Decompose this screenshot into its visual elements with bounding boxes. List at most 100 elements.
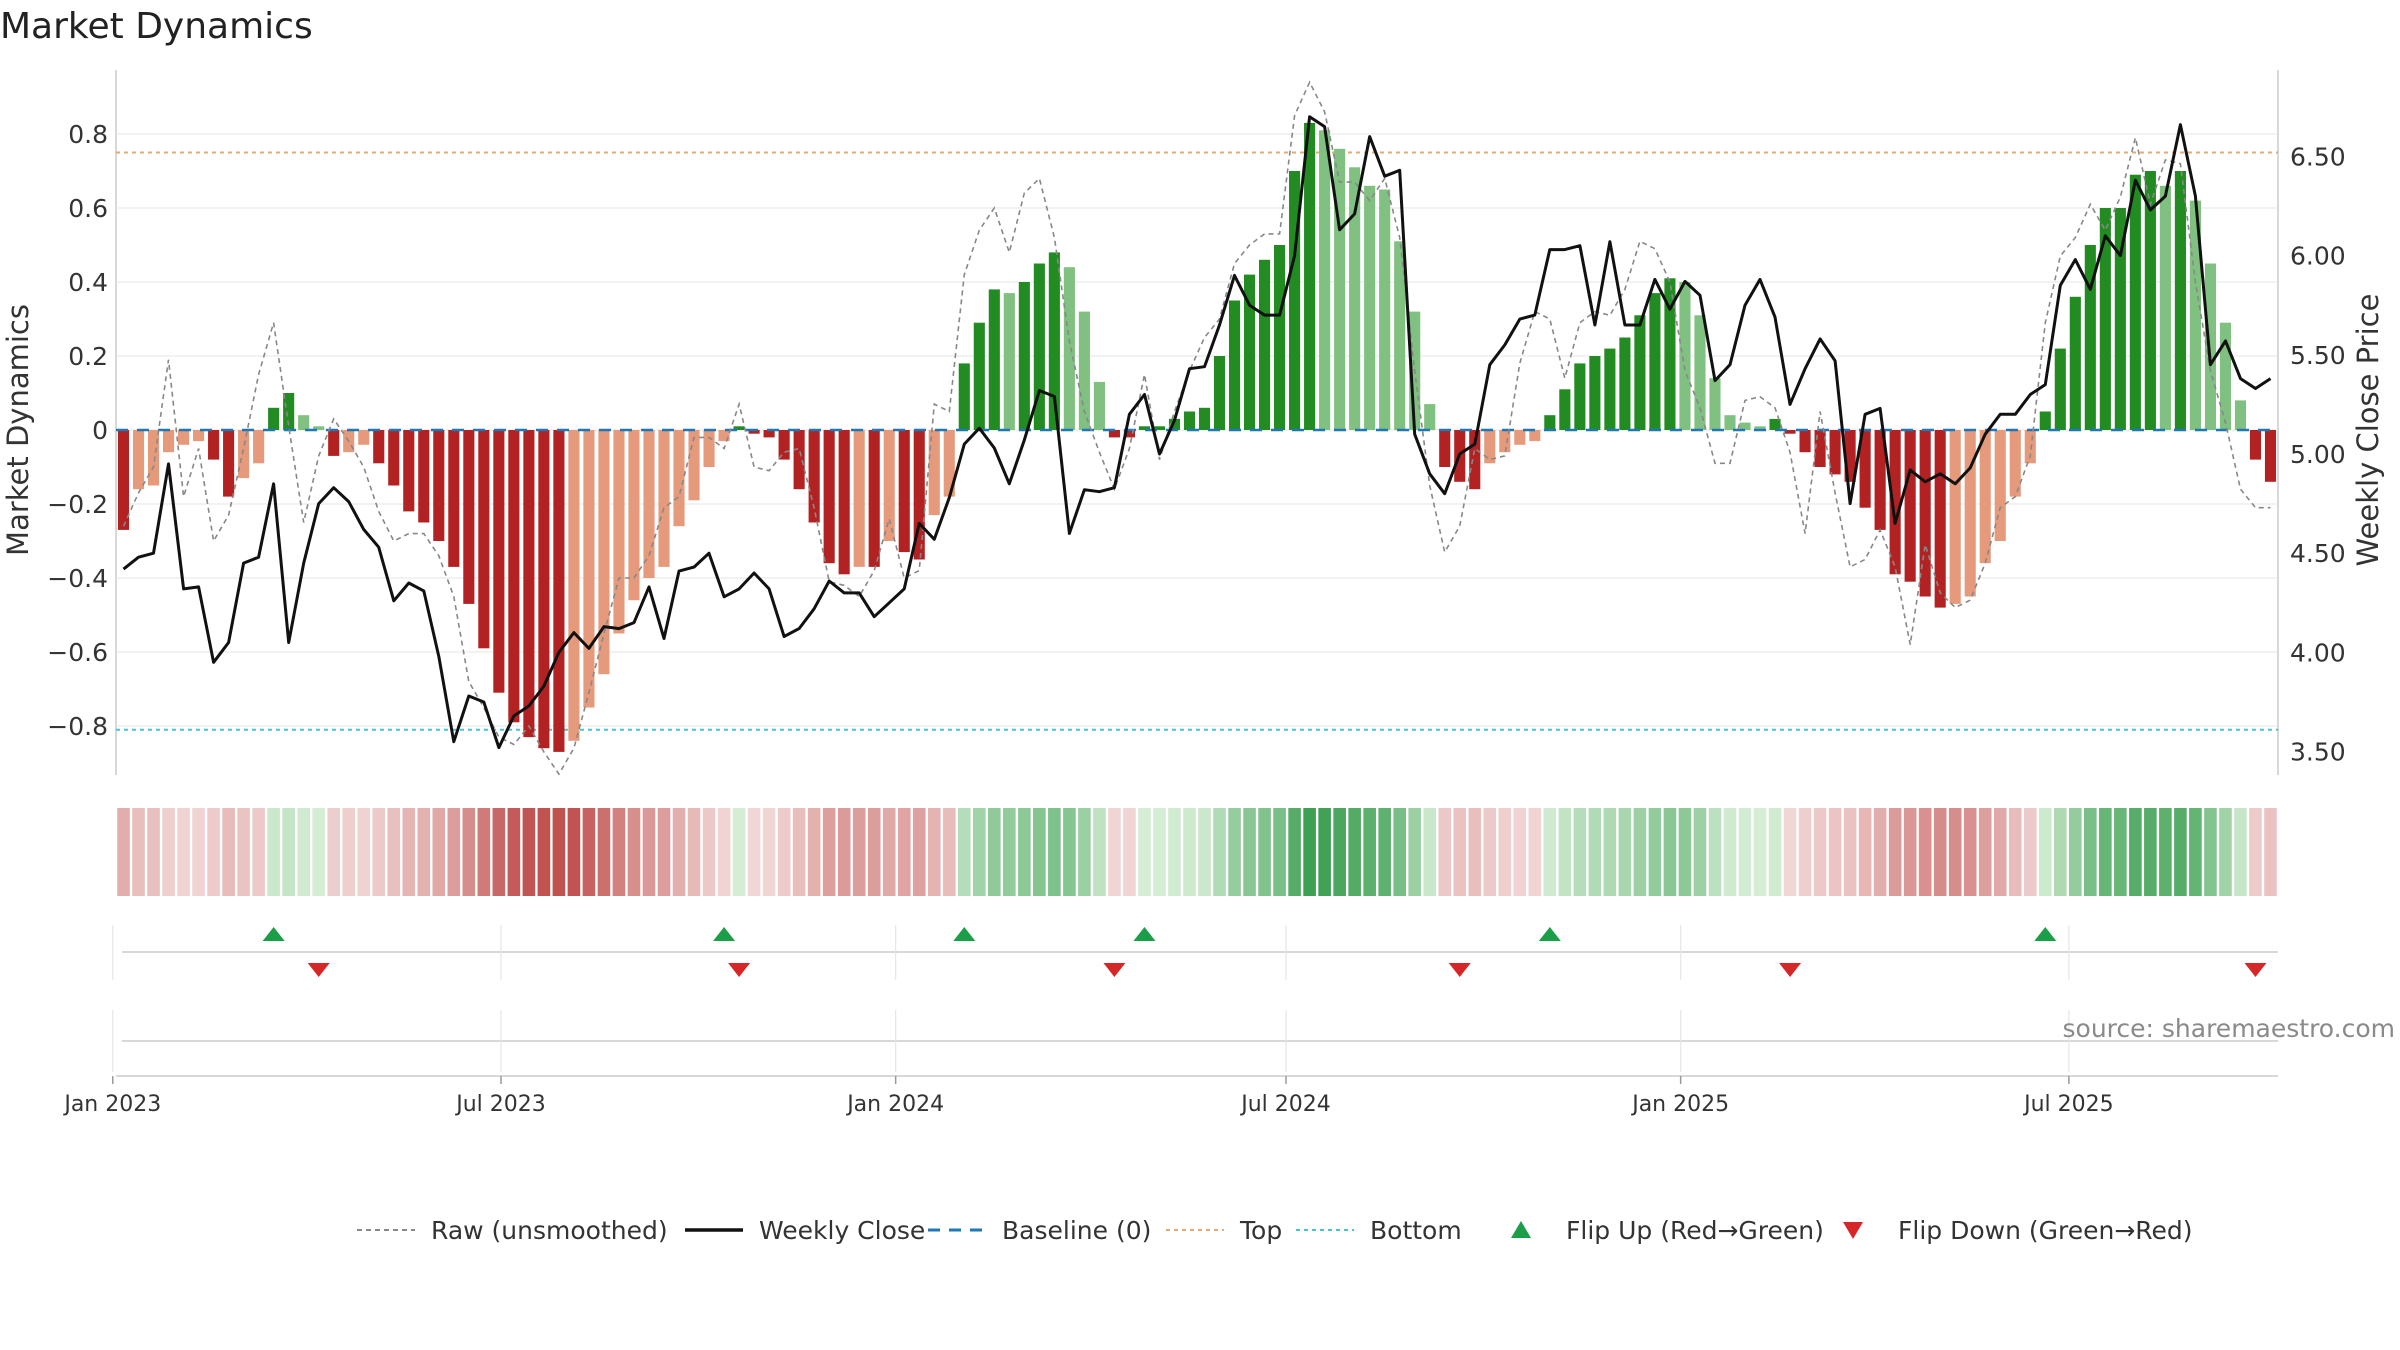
momentum-bar	[388, 430, 400, 486]
momentum-bar	[1679, 282, 1691, 430]
y-axis-ticks: 0.8 0.6 0.4 0.2 0 −0.2 −0.4 −0.6 −0.8	[47, 120, 108, 741]
heat-cell	[1918, 808, 1932, 896]
x-tick-label: Jan 2023	[62, 1092, 161, 1117]
heat-cell	[312, 808, 325, 896]
heat-cell	[2053, 808, 2067, 896]
heat-cell	[597, 808, 611, 896]
legend-label-flip-down: Flip Down (Green→Red)	[1898, 1215, 2193, 1245]
heat-cell	[2023, 808, 2037, 896]
legend-label-baseline: Baseline (0)	[1002, 1215, 1152, 1245]
momentum-bar	[2234, 400, 2247, 430]
heat-cell	[267, 808, 280, 896]
legend-swatch-raw	[355, 1220, 417, 1240]
heat-cell	[1768, 808, 1782, 896]
momentum-bar	[1619, 337, 1631, 430]
heat-cell	[2219, 808, 2232, 896]
momentum-bar	[223, 430, 235, 497]
momentum-bar	[2099, 208, 2111, 430]
heat-cell	[1198, 808, 1211, 896]
momentum-bar	[418, 430, 430, 523]
momentum-bar	[688, 430, 700, 501]
heat-cell	[1063, 808, 1076, 896]
momentum-bar	[1289, 171, 1301, 430]
momentum-bar	[283, 393, 295, 430]
flip-up-marker	[1133, 927, 1156, 941]
heat-cell	[327, 808, 341, 896]
momentum-bar	[523, 430, 535, 738]
y2-tick-label: 4.00	[2290, 638, 2346, 667]
x-tick-label: Jul 2025	[2022, 1092, 2114, 1117]
heat-cell	[537, 808, 551, 896]
heat-cell	[432, 808, 446, 896]
y-tick-label: 0.4	[68, 268, 108, 297]
momentum-bar	[147, 430, 160, 486]
x-axis-ticks: Jan 2023 Jul 2023 Jan 2024 Jul 2024 Jan 2025…	[62, 925, 2114, 1117]
heat-cell	[642, 808, 656, 896]
momentum-bar	[1859, 430, 1871, 508]
y-tick-label: 0	[92, 416, 108, 445]
grid-layer	[115, 70, 2279, 775]
momentum-bar	[1153, 426, 1166, 430]
momentum-bar	[1048, 252, 1060, 430]
heat-cell	[1978, 808, 1992, 896]
heat-cell	[162, 808, 175, 896]
momentum-bar	[1649, 293, 1661, 430]
momentum-bar	[1544, 415, 1556, 430]
momentum-bar	[1304, 122, 1316, 431]
heat-cell	[1933, 808, 1947, 896]
legend-swatch-top	[1164, 1220, 1226, 1240]
momentum-bar	[1033, 263, 1045, 430]
momentum-bar	[253, 430, 265, 464]
heat-cell	[1798, 808, 1812, 896]
heat-cell	[1453, 808, 1467, 896]
legend-item-close: Weekly Close	[683, 1210, 925, 1250]
y-axis-label: Market Dynamics	[1, 304, 35, 556]
heat-cell	[2234, 808, 2247, 896]
heat-cell	[1363, 808, 1376, 896]
heat-cell	[2204, 808, 2217, 896]
momentum-bar	[2159, 185, 2171, 430]
momentum-bar	[2114, 208, 2126, 430]
heat-cell	[1348, 808, 1361, 896]
heat-cell	[567, 808, 581, 896]
heat-cell	[2249, 808, 2262, 896]
momentum-bar	[1934, 430, 1946, 608]
heat-cell	[2144, 808, 2157, 896]
heat-cell	[837, 808, 851, 896]
momentum-bar	[1364, 185, 1376, 430]
y-tick-label: −0.6	[47, 638, 108, 667]
momentum-bar	[1724, 415, 1736, 430]
flip-down-marker	[1103, 963, 1126, 977]
momentum-bar	[658, 430, 670, 567]
heat-cell	[1558, 808, 1572, 896]
raw-series-line	[122, 80, 2271, 776]
momentum-bar	[883, 430, 895, 541]
y2-axis-ticks: 6.50 6.00 5.50 5.00 4.50 4.00 3.50	[2290, 142, 2346, 766]
momentum-bar	[1349, 167, 1361, 431]
momentum-bar	[2204, 263, 2216, 430]
line-layer	[116, 80, 2278, 776]
flip-up-marker	[953, 927, 976, 941]
momentum-bar	[1904, 430, 1916, 582]
heat-cell	[852, 808, 866, 896]
momentum-bar	[1259, 259, 1271, 430]
momentum-bar	[403, 430, 415, 512]
momentum-bar	[1784, 430, 1796, 434]
x-tick-label: Jan 2024	[845, 1092, 944, 1117]
momentum-bar	[1754, 426, 1766, 430]
heat-cell	[717, 808, 731, 896]
momentum-bar	[1138, 426, 1151, 430]
heat-cell	[342, 808, 356, 896]
y2-tick-label: 6.00	[2290, 242, 2346, 271]
momentum-bar	[733, 426, 745, 430]
heat-cell	[1573, 808, 1587, 896]
momentum-bar	[2069, 296, 2081, 430]
momentum-bar	[2054, 348, 2066, 430]
momentum-bar	[943, 430, 955, 497]
momentum-bar	[358, 430, 370, 445]
momentum-bar	[2264, 430, 2277, 482]
flip-down-marker	[728, 963, 751, 977]
legend-label-raw: Raw (unsmoothed)	[431, 1215, 668, 1245]
momentum-bar	[1439, 430, 1451, 467]
heat-cell	[1738, 808, 1752, 896]
